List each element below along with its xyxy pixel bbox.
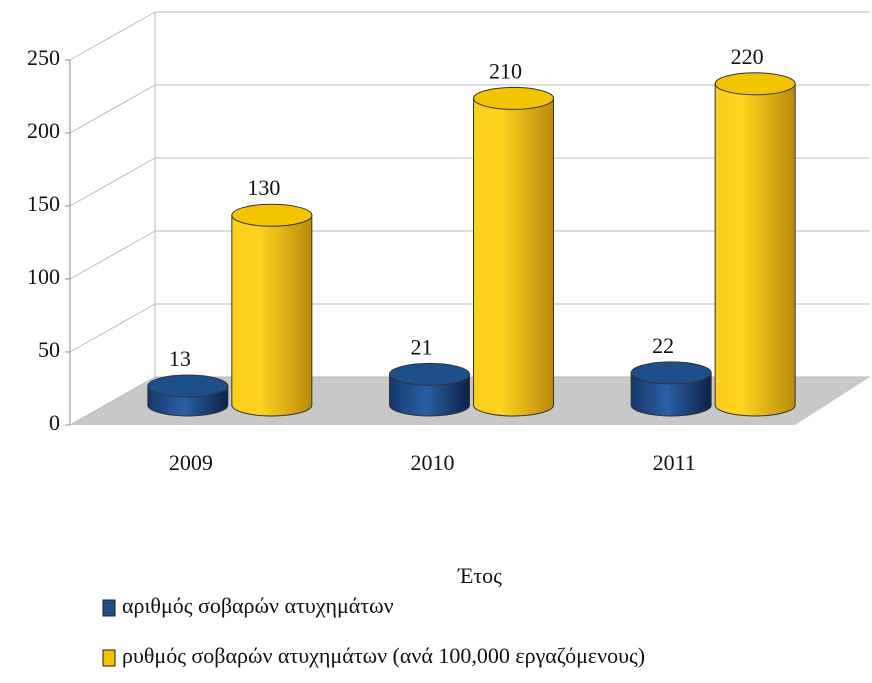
cylinder-body — [473, 97, 554, 417]
grid-line — [69, 303, 156, 353]
grid-line — [69, 376, 156, 426]
grid-line — [69, 11, 156, 61]
y-tick-label: 0 — [49, 410, 60, 435]
data-label: 13 — [169, 346, 191, 371]
cylinder-top — [473, 86, 554, 110]
legend-swatch — [102, 599, 116, 617]
x-tick-label: 2011 — [653, 450, 696, 475]
grid-line — [69, 230, 156, 280]
x-tick-label: 2010 — [411, 450, 455, 475]
y-tick-label: 200 — [27, 118, 60, 143]
legend-swatch — [102, 649, 116, 667]
cylinder-top — [389, 362, 470, 386]
data-label: 130 — [247, 175, 280, 200]
grid-line — [69, 84, 156, 134]
bar — [147, 374, 229, 417]
legend-label: ρυθμός σοβαρών ατυχημάτων (ανά 100,000 ε… — [122, 643, 645, 668]
x-tick-label: 2009 — [169, 450, 213, 475]
cylinder-body — [630, 372, 712, 417]
y-tick-label: 150 — [27, 191, 60, 216]
cylinder-body — [231, 214, 313, 417]
grid-line — [69, 157, 156, 207]
x-axis-title: Έτος — [457, 563, 502, 588]
data-label: 220 — [731, 44, 764, 69]
cylinder-top — [147, 374, 229, 398]
bar — [231, 203, 313, 417]
cylinder-body — [389, 373, 470, 417]
data-label: 21 — [411, 334, 433, 359]
bar — [389, 362, 470, 417]
legend-label: αριθμός σοβαρών ατυχημάτων — [122, 593, 394, 618]
data-label: 22 — [652, 333, 674, 358]
bar — [630, 361, 712, 417]
y-tick-label: 100 — [27, 264, 60, 289]
cylinder-body — [714, 83, 796, 417]
y-tick-label: 250 — [27, 45, 60, 70]
bar — [714, 72, 796, 417]
cylinder-top — [231, 203, 313, 227]
cylinder-top — [714, 72, 796, 96]
cylinder-top — [630, 361, 712, 385]
bar — [473, 86, 554, 417]
data-label: 210 — [489, 58, 522, 83]
y-tick-label: 50 — [38, 337, 60, 362]
